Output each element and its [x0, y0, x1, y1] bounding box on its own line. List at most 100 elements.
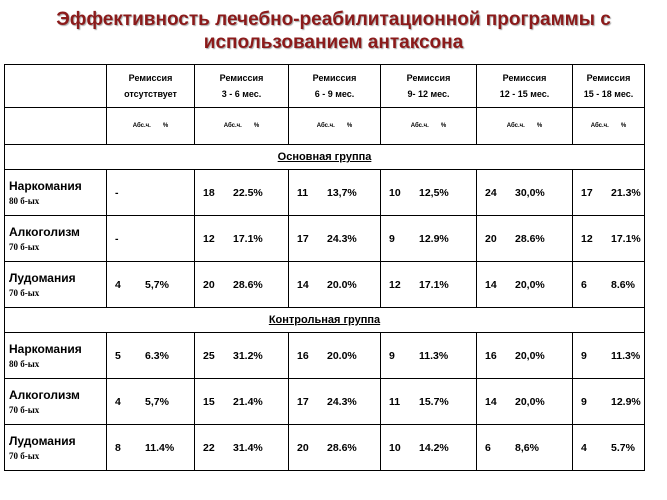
abs-value: 12: [389, 278, 401, 291]
data-cell: 20 28.6%: [288, 424, 381, 471]
subheader-corner: [4, 107, 107, 145]
data-cell: 6 8,6%: [476, 424, 573, 471]
table-row: Алкоголизм 70 б-ых - 12 17.1% 17 24.3% 9 12.9% 20…: [4, 215, 645, 262]
abs-value: 22: [203, 441, 215, 454]
row-name: Наркомания: [9, 341, 82, 356]
abs-value: 9: [581, 349, 587, 362]
data-cell: 8 11.4%: [106, 424, 195, 471]
table-row: Наркомания 80 б-ых 5 6.3% 25 31.2% 16 20.0% 9 11.…: [4, 332, 645, 379]
pct-value: 17.1%: [233, 232, 263, 245]
pct-value: 21.4%: [233, 395, 263, 408]
pct-value: 28.6%: [515, 232, 545, 245]
pct-value: 24.3%: [327, 232, 357, 245]
abs-value: 4: [581, 441, 587, 454]
data-cell: 14 20.0%: [288, 261, 381, 308]
row-label: Наркомания 80 б-ых: [4, 332, 107, 379]
data-cell: 6 8.6%: [572, 261, 645, 308]
abs-value: 5: [115, 349, 121, 362]
abs-value: 25: [203, 349, 215, 362]
title-line-2: использованием антаксона: [203, 32, 464, 53]
row-count: 70 б-ых: [9, 287, 40, 298]
pct-value: 20,0%: [515, 395, 545, 408]
abs-value: 15: [203, 395, 215, 408]
abs-value: 10: [389, 186, 401, 199]
data-cell: 15 21.4%: [194, 378, 289, 425]
abs-value: 9: [581, 395, 587, 408]
row-name: Наркомания: [9, 178, 82, 193]
abs-value: 14: [297, 278, 309, 291]
data-cell: 12 17.1%: [572, 215, 645, 262]
data-cell: 12 17.1%: [380, 261, 477, 308]
data-cell: 12 17.1%: [194, 215, 289, 262]
group-row: Контрольная группа: [4, 307, 645, 333]
pct-value: 20,0%: [515, 278, 545, 291]
group-title: Контрольная группа: [4, 307, 645, 333]
pct-value: 21.3%: [611, 186, 641, 199]
abs-value: 9: [389, 349, 395, 362]
abs-value: 20: [485, 232, 497, 245]
data-cell: -: [106, 215, 195, 262]
pct-value: 28.6%: [327, 441, 357, 454]
pct-value: 12,5%: [419, 186, 449, 199]
header-col-0: Ремиссия отсутствует: [106, 64, 195, 108]
row-count: 70 б-ых: [9, 241, 40, 252]
table-row: Алкоголизм 70 б-ых 4 5,7% 15 21.4% 17 24.3% 11 15…: [4, 378, 645, 425]
abs-value: 17: [297, 232, 309, 245]
data-cell: 4 5,7%: [106, 261, 195, 308]
row-count: 80 б-ых: [9, 358, 40, 369]
data-cell: 5 6.3%: [106, 332, 195, 379]
pct-value: 12.9%: [419, 232, 449, 245]
data-cell: 9 11.3%: [572, 332, 645, 379]
pct-value: 5.7%: [611, 441, 635, 454]
subheader-cell: Абс.ч.%: [194, 107, 289, 145]
subheader-cell: Абс.ч.%: [476, 107, 573, 145]
group-title: Основная группа: [4, 144, 645, 170]
abs-value: 9: [389, 232, 395, 245]
abs-value: 12: [581, 232, 593, 245]
data-cell: 18 22.5%: [194, 169, 289, 216]
abs-value: 12: [203, 232, 215, 245]
row-name: Алкоголизм: [9, 224, 80, 239]
group-row: Основная группа: [4, 144, 645, 170]
pct-value: 17.1%: [419, 278, 449, 291]
data-cell: 11 13,7%: [288, 169, 381, 216]
pct-value: 5,7%: [145, 278, 169, 291]
data-cell: 9 12.9%: [380, 215, 477, 262]
abs-value: 4: [115, 278, 121, 291]
table-body: Ремиссия отсутствует Ремиссия 3 - 6 мес. Р…: [4, 64, 645, 471]
header-col-2: Ремиссия 6 - 9 мес.: [288, 64, 381, 108]
abs-value: 14: [485, 278, 497, 291]
data-cell: 20 28.6%: [194, 261, 289, 308]
data-cell: 17 24.3%: [288, 378, 381, 425]
remission-table: Ремиссия отсутствует Ремиссия 3 - 6 мес. Р…: [4, 64, 645, 471]
row-name: Лудомания: [9, 433, 76, 448]
abs-value: 10: [389, 441, 401, 454]
pct-value: 8.6%: [611, 278, 635, 291]
data-cell: 20 28.6%: [476, 215, 573, 262]
data-cell: 16 20.0%: [288, 332, 381, 379]
header-corner: [4, 64, 107, 108]
pct-value: 17.1%: [611, 232, 641, 245]
subheader-cell: Абс.ч.%: [106, 107, 195, 145]
data-cell: 14 20,0%: [476, 378, 573, 425]
abs-value: 6: [485, 441, 491, 454]
subheader-row: Абс.ч.% Абс.ч.% Абс.ч.% Абс.ч.% Абс.ч.% …: [4, 107, 645, 145]
data-cell: 22 31.4%: [194, 424, 289, 471]
header-col-5: Ремиссия 15 - 18 мес.: [572, 64, 645, 108]
data-cell: 17 21.3%: [572, 169, 645, 216]
data-cell: 24 30,0%: [476, 169, 573, 216]
data-cell: 4 5.7%: [572, 424, 645, 471]
abs-value: 11: [297, 186, 309, 199]
abs-value: 8: [115, 441, 121, 454]
data-cell: 17 24.3%: [288, 215, 381, 262]
row-name: Алкоголизм: [9, 387, 80, 402]
data-cell: -: [106, 169, 195, 216]
data-cell: 14 20,0%: [476, 261, 573, 308]
pct-value: 11.4%: [145, 441, 175, 454]
table-row: Лудомания 70 б-ых 4 5,7% 20 28.6% 14 20.0% 12 17.…: [4, 261, 645, 308]
abs-value: 20: [297, 441, 309, 454]
pct-value: 12.9%: [611, 395, 641, 408]
abs-value: 11: [389, 395, 401, 408]
row-name: Лудомания: [9, 270, 76, 285]
pct-value: 11.3%: [611, 349, 641, 362]
